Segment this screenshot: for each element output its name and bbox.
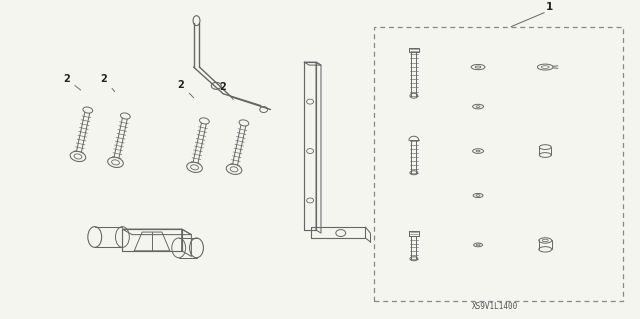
Ellipse shape xyxy=(83,107,93,113)
Ellipse shape xyxy=(108,157,124,167)
Text: 2: 2 xyxy=(220,82,233,100)
Ellipse shape xyxy=(239,120,249,126)
Text: 2: 2 xyxy=(63,74,81,90)
Ellipse shape xyxy=(200,118,209,124)
Bar xyxy=(374,26,623,301)
Text: XS9V1L1400: XS9V1L1400 xyxy=(472,302,518,311)
Text: 2: 2 xyxy=(100,74,115,92)
Ellipse shape xyxy=(540,152,551,157)
Ellipse shape xyxy=(70,151,86,161)
Ellipse shape xyxy=(539,247,552,252)
Ellipse shape xyxy=(187,162,202,173)
Ellipse shape xyxy=(120,113,130,119)
Text: 2: 2 xyxy=(178,80,193,98)
Ellipse shape xyxy=(227,164,242,174)
Text: 1: 1 xyxy=(546,2,554,12)
